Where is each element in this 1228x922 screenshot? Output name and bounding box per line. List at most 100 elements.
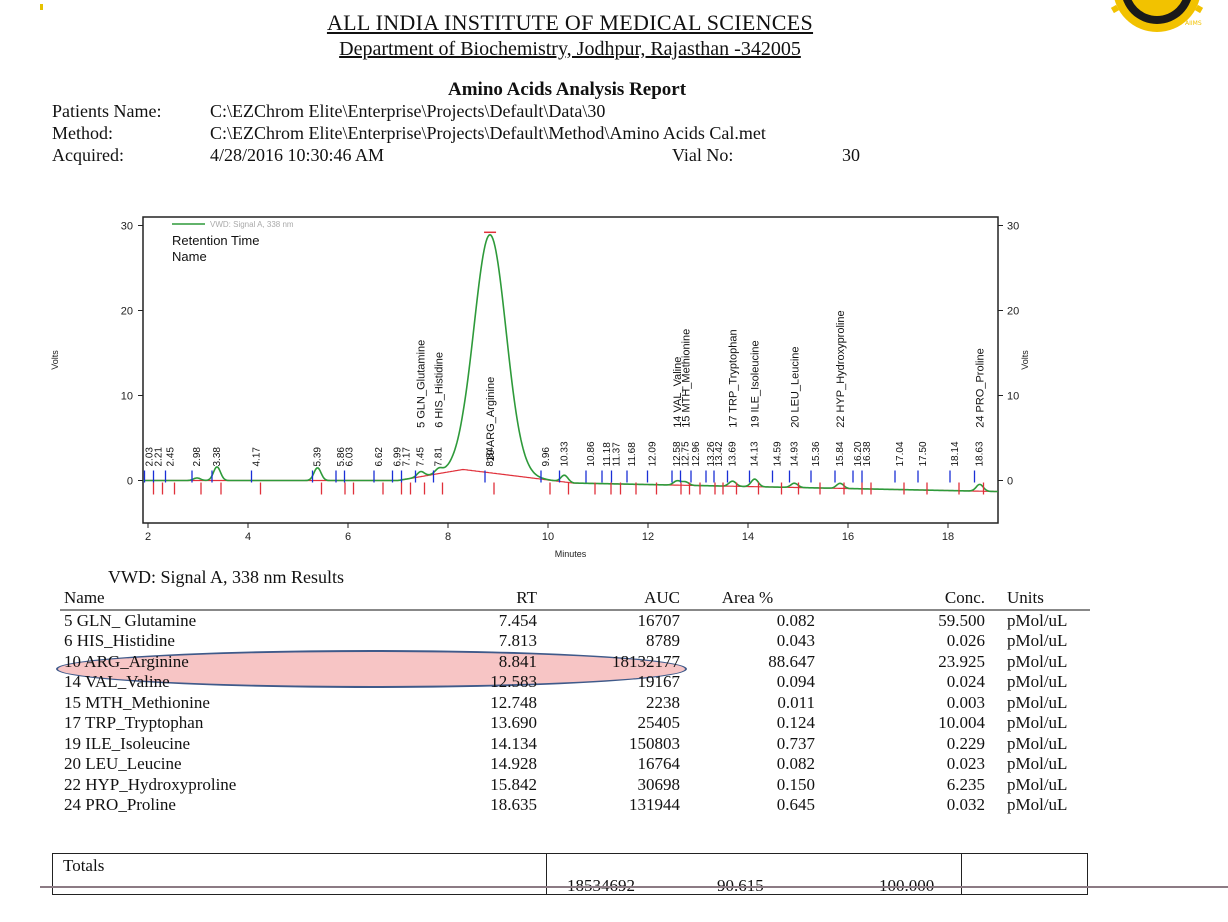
institution-title: ALL INDIA INSTITUTE OF MEDICAL SCIENCES	[326, 10, 814, 35]
y-axis-label-right: Volts	[1020, 350, 1030, 370]
row-rt: 18.635	[490, 795, 537, 814]
y-tick-label-right: 30	[1007, 221, 1019, 233]
rt-label: 6.03	[345, 447, 356, 467]
row-units: pMol/uL	[1007, 795, 1068, 814]
row-area: 0.150	[776, 774, 815, 794]
totals-box: Totals 18534692 90.615 100.000	[52, 853, 1088, 895]
results-table: Name RT AUC Area % Conc. Units 5 GLN_ Gl…	[60, 588, 1090, 816]
rt-label: 14.59	[773, 441, 784, 466]
table-row: 15 MTH_Methionine 12.748 2238 0.011 0.003 pMo…	[60, 693, 1090, 714]
row-units: pMol/uL	[1007, 610, 1068, 630]
table-row: 19 ILE_Isoleucine 14.134 150803 0.737 0.229 p…	[60, 734, 1090, 755]
table-row: 5 GLN_ Glutamine 7.454 16707 0.082 59.500 pMo…	[60, 610, 1090, 632]
rt-label: 3.38	[212, 447, 223, 467]
peak-name-label: 5 GLN_Glutamine	[416, 340, 428, 428]
page-divider	[40, 886, 1228, 888]
peak-name-label: 14 VAL_Valine	[672, 357, 684, 428]
row-name: 10 ARG_Arginine	[64, 651, 189, 671]
table-row: 24 PRO_Proline 18.635 131944 0.645 0.032 pMol…	[60, 795, 1090, 816]
patient-value: C:\EZChrom Elite\Enterprise\Projects\Def…	[210, 101, 606, 121]
rt-label: 9.96	[541, 447, 552, 467]
peak-name-label: 22 HYP_Hydroxyproline	[835, 310, 847, 427]
col-area-header: Area %	[680, 588, 815, 611]
col-conc-header: Conc.	[815, 588, 985, 611]
row-conc: 59.500	[938, 610, 985, 630]
row-units: pMol/uL	[1007, 713, 1068, 732]
rt-label: 5.86	[336, 447, 347, 467]
rt-label: 11.18	[602, 442, 613, 467]
rt-label: 16.20	[853, 441, 864, 466]
x-tick-label: 18	[942, 531, 954, 543]
acquired-value: 4/28/2016 10:30:46 AM	[210, 145, 385, 165]
rt-label: 12.58	[672, 441, 683, 466]
department-title: Department of Biochemistry, Jodhpur, Raj…	[339, 38, 801, 60]
rt-label: 6.62	[374, 447, 385, 467]
table-row: 20 LEU_Leucine 14.928 16764 0.082 0.023 pMol/…	[60, 754, 1090, 775]
rt-label: 10.33	[560, 441, 571, 466]
row-auc: 16764	[637, 754, 681, 773]
row-units: pMol/uL	[1007, 754, 1068, 773]
x-tick-label: 2	[145, 531, 151, 543]
peak-name-label: 6 HIS_Histidine	[434, 352, 446, 428]
row-conc: 0.003	[946, 692, 985, 712]
col-rt-header: RT	[419, 588, 537, 611]
row-auc: 16707	[637, 610, 681, 630]
row-name: 19 ILE_Isoleucine	[64, 733, 191, 753]
acquired-label: Acquired:	[52, 145, 124, 165]
rt-label: 14.13	[750, 441, 761, 466]
y-tick-label-right: 20	[1007, 306, 1019, 318]
rt-label: 8.84	[485, 447, 496, 467]
row-auc: 18132177	[612, 651, 680, 671]
rt-label: 13.26	[706, 441, 717, 466]
svg-text:AIIMS: AIIMS	[1185, 20, 1202, 27]
x-tick-label: 10	[542, 531, 554, 543]
row-units: pMol/uL	[1007, 733, 1068, 753]
totals-label: Totals	[63, 856, 105, 875]
totals-area: 90.615	[717, 876, 764, 894]
rt-label: 15.36	[811, 441, 822, 466]
rt-label: 15.84	[835, 441, 846, 466]
legend-name: Name	[172, 249, 207, 264]
row-rt: 14.928	[490, 754, 537, 773]
row-rt: 7.454	[498, 610, 537, 630]
x-tick-label: 8	[445, 531, 451, 543]
row-name: 22 HYP_Hydroxyproline	[64, 774, 237, 794]
y-tick-label: 30	[121, 221, 133, 233]
table-row: 6 HIS_Histidine 7.813 8789 0.043 0.026 pMol/u…	[60, 631, 1090, 652]
table-row: 17 TRP_Tryptophan 13.690 25405 0.124 10.004 p…	[60, 713, 1090, 734]
totals-label-cell	[53, 854, 547, 894]
peak-name-label: 24 PRO_Proline	[975, 348, 987, 428]
row-units: pMol/uL	[1007, 631, 1068, 650]
row-rt: 13.690	[490, 713, 537, 732]
row-conc: 0.023	[946, 754, 985, 773]
rt-label: 2.21	[154, 447, 165, 467]
row-area: 0.094	[776, 672, 815, 691]
rt-label: 17.50	[918, 441, 929, 466]
results-title: VWD: Signal A, 338 nm Results	[108, 567, 345, 587]
method-label: Method:	[52, 123, 113, 143]
rt-label: 2.45	[166, 447, 177, 467]
row-conc: 10.004	[938, 713, 985, 732]
report-title: Amino Acids Analysis Report	[448, 79, 687, 100]
x-tick-label: 6	[345, 531, 351, 543]
rt-label: 7.81	[434, 447, 445, 467]
row-area: 0.124	[776, 713, 815, 732]
row-rt: 15.842	[490, 774, 537, 794]
row-conc: 23.925	[938, 651, 985, 671]
rt-label: 7.17	[402, 447, 413, 467]
y-tick-label-right: 10	[1007, 391, 1019, 403]
row-name: 5 GLN_ Glutamine	[64, 610, 197, 630]
rt-label: 17.04	[895, 441, 906, 466]
legend-retention-time: Retention Time	[172, 233, 259, 248]
row-rt: 12.583	[490, 672, 537, 691]
x-tick-label: 14	[742, 531, 754, 543]
row-auc: 25405	[637, 713, 681, 732]
results-header-row: Name RT AUC Area % Conc. Units	[60, 588, 1090, 611]
x-tick-label: 16	[842, 531, 854, 543]
signal-line	[143, 233, 998, 493]
row-area: 0.011	[777, 692, 815, 712]
rt-label: 12.75	[681, 441, 692, 466]
rt-label: 5.39	[313, 447, 324, 467]
row-area: 0.737	[776, 733, 815, 753]
rt-label: 12.09	[648, 441, 659, 466]
